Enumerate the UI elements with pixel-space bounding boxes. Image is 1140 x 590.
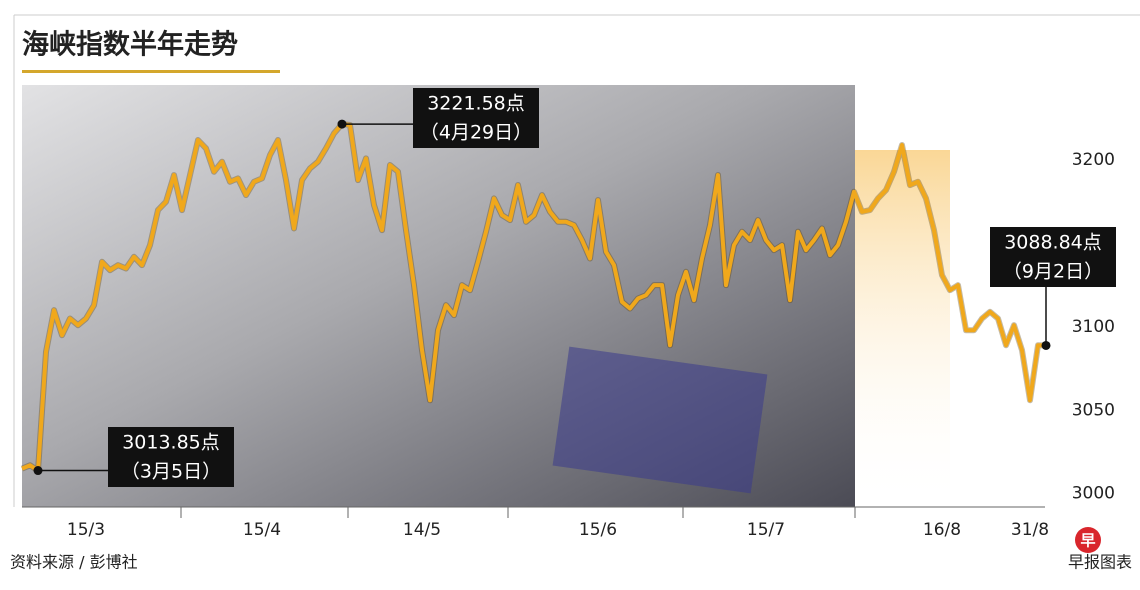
source: 资料来源 / 彭博社 xyxy=(10,553,138,572)
annotation-date: （9月2日） xyxy=(1003,261,1103,283)
x-tick-label: 15/3 xyxy=(67,520,105,540)
annotation-box xyxy=(990,227,1116,287)
line xyxy=(21,122,1047,473)
annotated-point xyxy=(1041,340,1051,350)
annotation-value: 3221.58点 xyxy=(427,93,525,115)
annotation-value: 3013.85点 xyxy=(122,432,220,454)
annotation-date: （3月5日） xyxy=(121,461,221,483)
y-tick-label: 3100 xyxy=(1072,317,1115,337)
y-tick-label: 3000 xyxy=(1072,484,1115,504)
logo: 早 xyxy=(1080,532,1095,550)
photo-screen xyxy=(552,346,768,494)
x-tick-label: 14/5 xyxy=(403,520,441,540)
x-tick-label: 15/7 xyxy=(747,520,785,540)
annotation-value: 3088.84点 xyxy=(1004,232,1102,254)
x-tick-label: 15/6 xyxy=(579,520,617,540)
chart-title: 海峡指数半年走势 xyxy=(22,29,238,61)
annotation-date: （4月29日） xyxy=(420,122,532,144)
month-separators xyxy=(180,507,856,518)
x-tick-label: 16/8 xyxy=(923,520,961,540)
credit: 早报图表 xyxy=(1068,553,1132,572)
annotation-box xyxy=(108,427,234,487)
x-tick-label: 15/4 xyxy=(243,520,281,540)
x-tick-label: 31/8 xyxy=(1011,520,1049,540)
title-underline xyxy=(22,70,280,73)
annotated-point xyxy=(33,466,43,476)
annotation-box xyxy=(413,88,539,148)
y-tick-label: 3050 xyxy=(1072,400,1115,420)
highlight xyxy=(855,150,950,507)
y-tick-label: 3200 xyxy=(1072,150,1115,170)
annotated-point xyxy=(337,119,347,129)
logo-circle xyxy=(1075,527,1101,553)
